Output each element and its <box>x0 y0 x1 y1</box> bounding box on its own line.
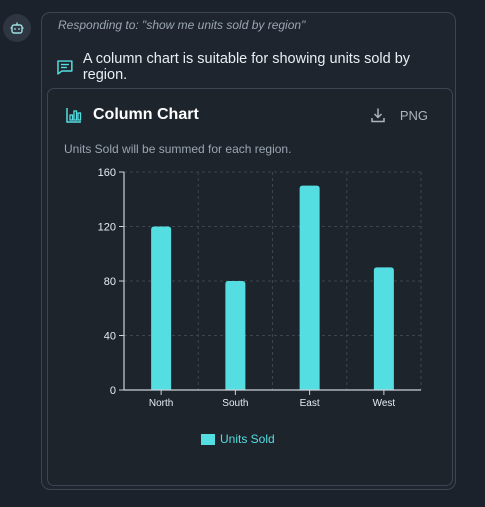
chart-card-header: Column Chart <box>65 106 199 124</box>
chart-legend[interactable]: Units Sold <box>201 432 275 446</box>
y-tick-label: 80 <box>104 276 116 288</box>
png-download-button[interactable]: PNG <box>399 107 428 123</box>
x-tick-label: West <box>373 398 396 409</box>
download-button[interactable] <box>370 107 386 123</box>
bar-chart-icon <box>66 108 82 123</box>
bar-east <box>299 185 320 390</box>
y-tick-label: 120 <box>98 222 116 234</box>
answer-text: A column chart is suitable for showing u… <box>82 51 411 83</box>
column-chart: 0 40 80 120 160 North South East West <box>98 167 422 409</box>
bar-west <box>373 267 394 390</box>
x-tick-label: North <box>149 398 173 409</box>
y-tick-label: 0 <box>110 385 116 397</box>
x-tick-label: South <box>222 398 248 409</box>
chart-title: Column Chart <box>93 106 199 123</box>
legend-swatch <box>201 433 215 445</box>
y-tick-label: 160 <box>98 167 116 179</box>
assistant-message: Responding to: "show me units sold by re… <box>41 12 456 490</box>
chart-subtitle: Units Sold will be summed for each regio… <box>64 142 292 156</box>
bar-south <box>225 281 246 390</box>
chart-actions: PNG <box>370 107 428 123</box>
message-icon <box>57 60 73 75</box>
answer-row: A column chart is suitable for showing u… <box>56 51 455 83</box>
download-icon <box>371 108 385 123</box>
legend-label: Units Sold <box>220 432 275 446</box>
assistant-avatar <box>3 14 31 42</box>
bot-icon <box>10 22 24 34</box>
y-tick-label: 40 <box>104 331 116 343</box>
bar-north <box>151 226 172 390</box>
responding-to-context: Responding to: "show me units sold by re… <box>58 18 306 32</box>
x-tick-label: East <box>300 398 320 409</box>
chart-card: Column Chart PNG Units Sold will be summ… <box>47 88 453 486</box>
